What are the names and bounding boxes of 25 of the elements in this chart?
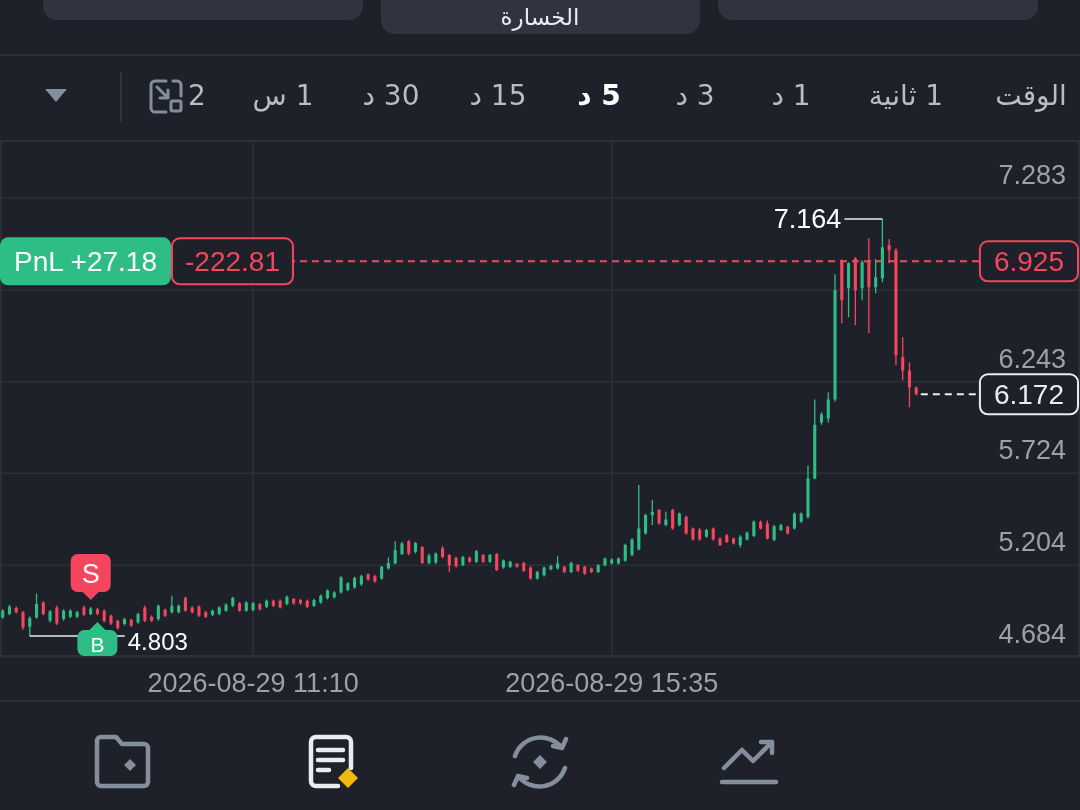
annotation: S (81, 559, 100, 589)
text: 15 د (469, 79, 527, 113)
annotation: 7.164 (773, 204, 842, 235)
text: 2 (188, 79, 206, 113)
y-tick-label: 7.283 (998, 160, 1066, 191)
text: 1 س (252, 79, 314, 113)
x-tick-label: 2026-08-29 15:35 (505, 668, 719, 698)
ref-line-label: 6.925 (993, 245, 1064, 277)
y-tick-label: 5.204 (998, 527, 1066, 558)
text: 3 د (675, 79, 715, 113)
x-tick-label: 2026-08-29 11:10 (147, 668, 359, 698)
y-tick-label: 4.684 (998, 619, 1066, 649)
text: 5 د (577, 79, 621, 113)
text: 30 د (362, 79, 420, 113)
y-tick-label: 5.724 (998, 435, 1066, 466)
text: 1 ثانية (868, 79, 944, 113)
text: الوقت (995, 79, 1067, 113)
annotation: B (90, 632, 105, 656)
annotation: 4.803 (127, 628, 188, 656)
annotation: PnL +27.18 (14, 245, 157, 277)
y-tick-label: 6.243 (998, 343, 1066, 374)
text: 1 د (771, 79, 811, 113)
text: الخسارة (500, 3, 580, 31)
annotation: -222.81 (184, 245, 280, 277)
ref-line-label: 6.172 (993, 378, 1064, 410)
